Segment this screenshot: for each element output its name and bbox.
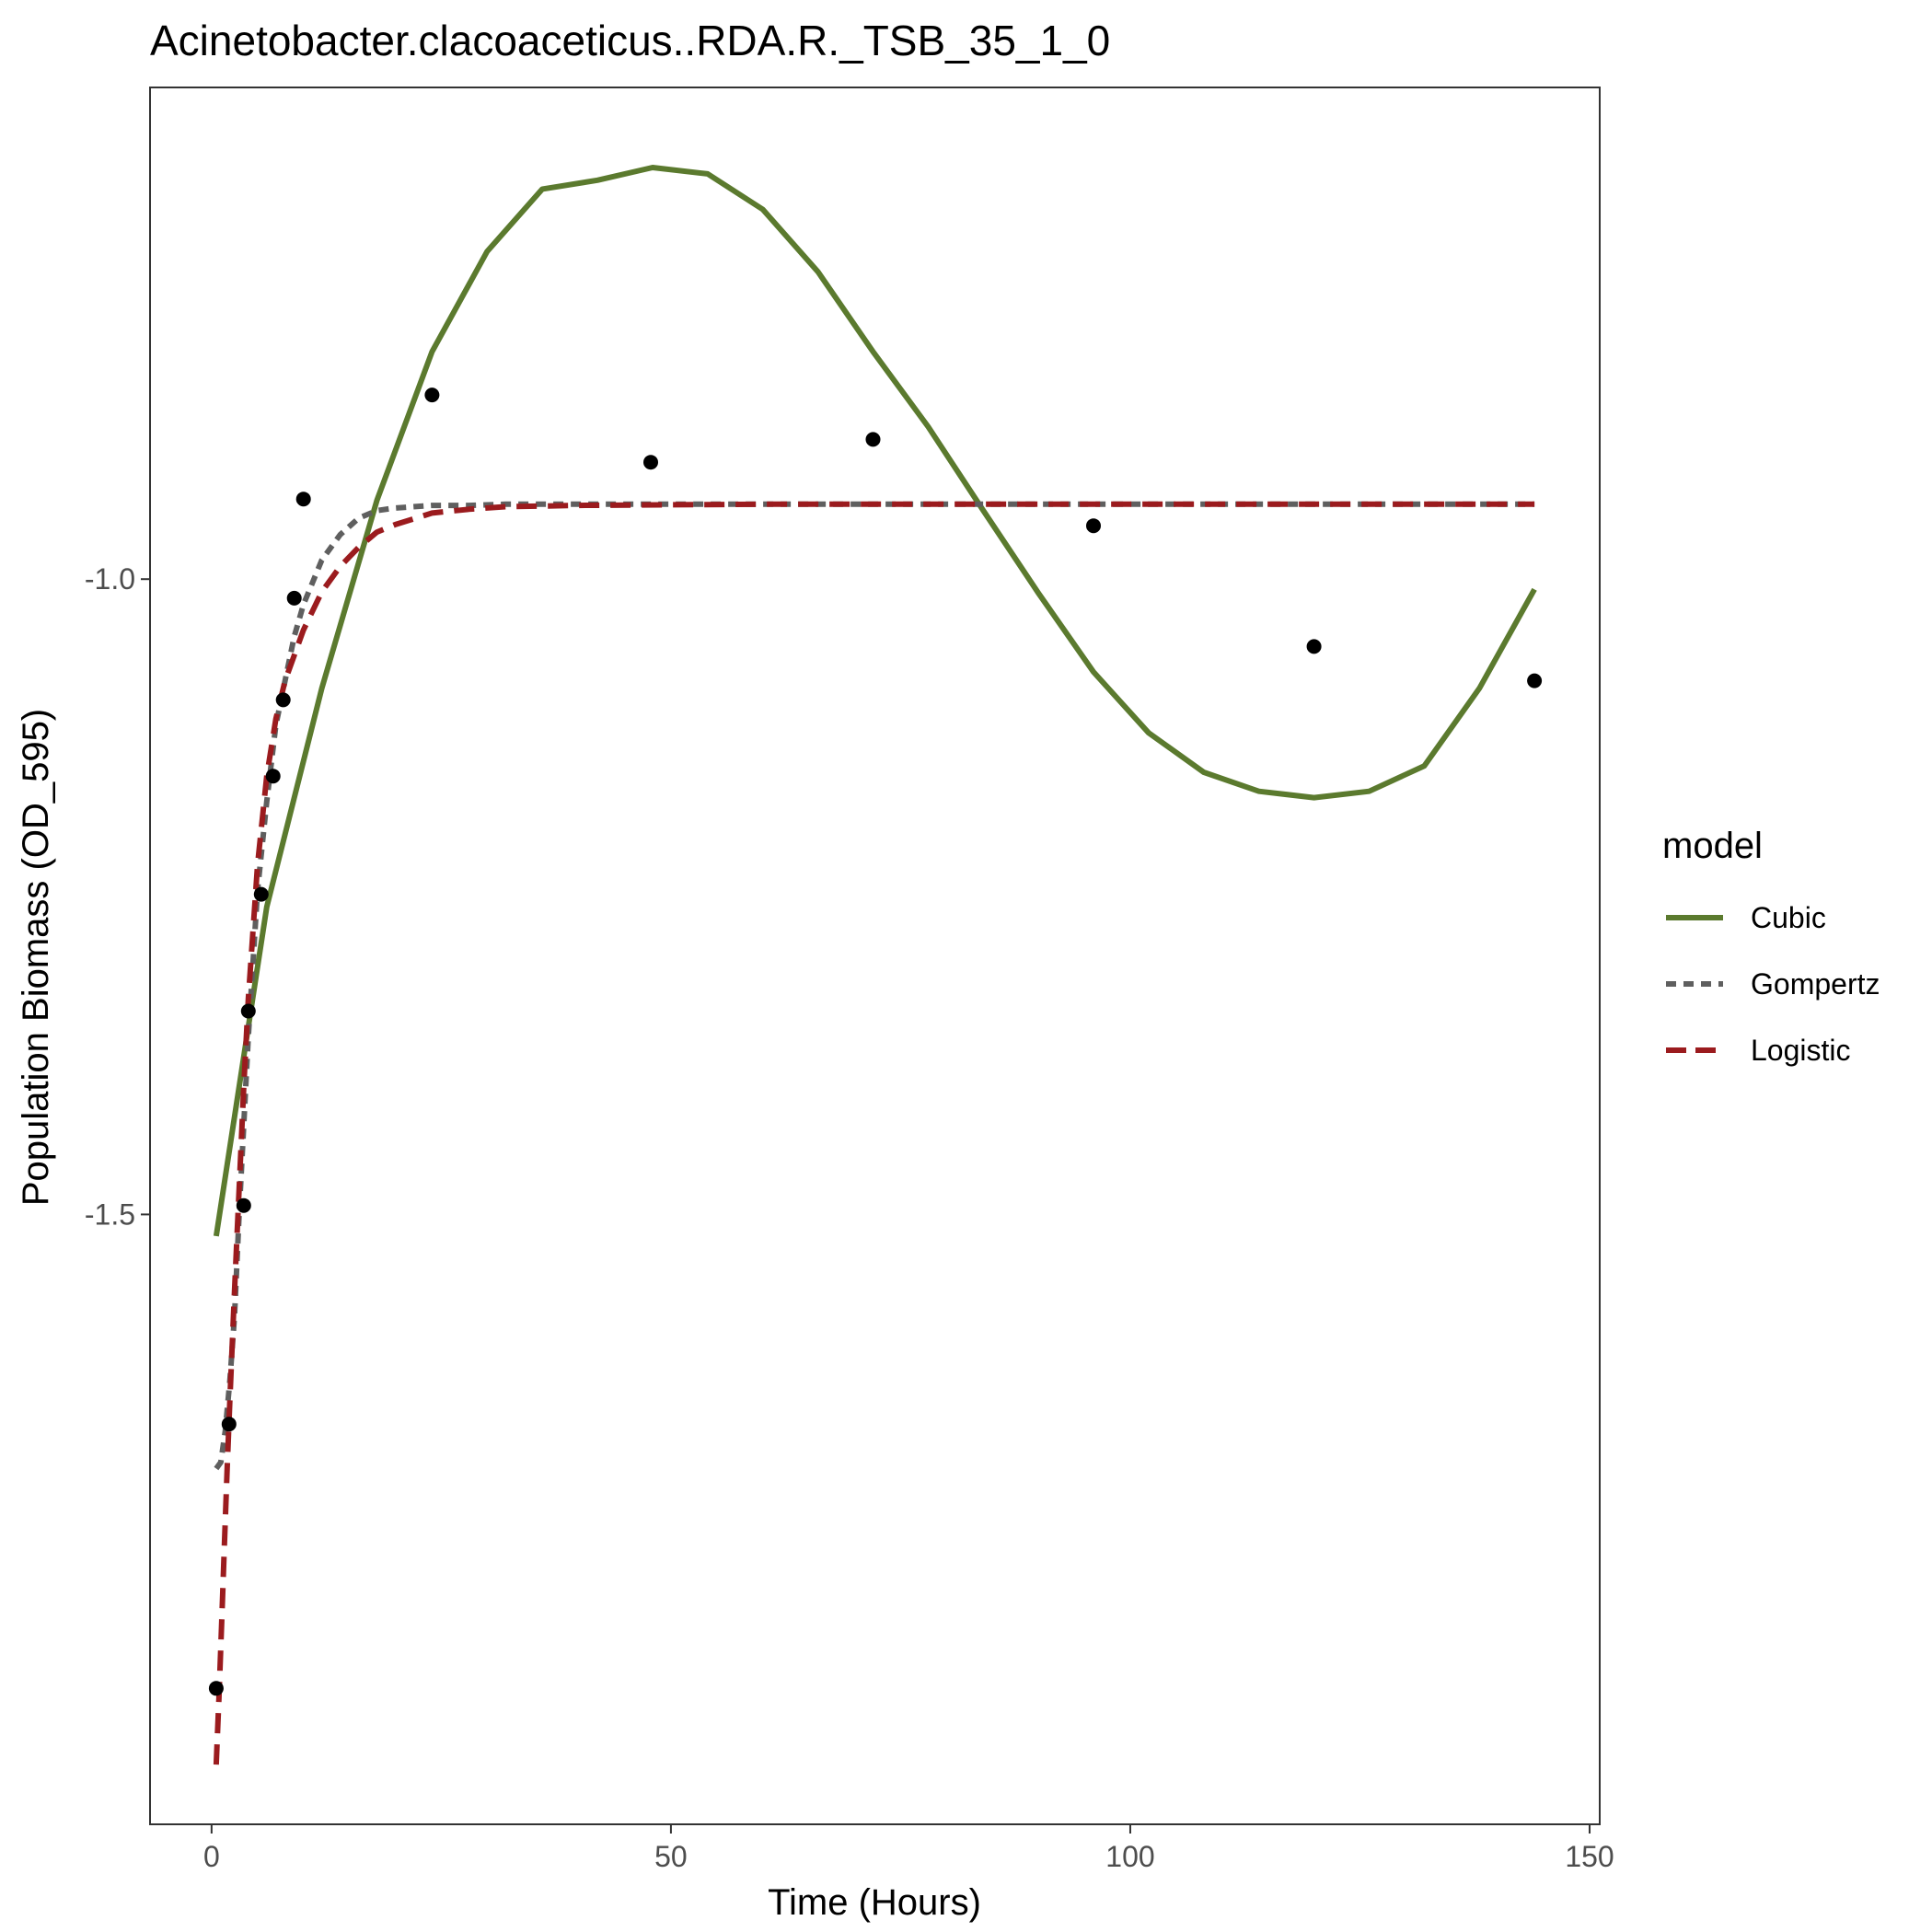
x-axis: 0 50 100 150 xyxy=(203,1824,1614,1873)
data-point xyxy=(295,492,311,507)
legend-label: Logistic xyxy=(1751,1034,1851,1067)
data-point xyxy=(236,1197,251,1213)
series-layer xyxy=(213,165,1537,1765)
series-line-logistic xyxy=(213,501,1535,1765)
legend-item-cubic: Cubic xyxy=(1666,901,1826,934)
legend-title: model xyxy=(1662,826,1763,866)
data-point xyxy=(253,886,269,902)
data-point xyxy=(286,590,302,606)
legend-label: Cubic xyxy=(1751,901,1826,934)
data-point xyxy=(424,388,440,403)
series-line-gompertz xyxy=(214,501,1535,1471)
chart-title: Acinetobacter.clacoaceticus..RDA.R._TSB_… xyxy=(150,17,1110,64)
x-tick-label: 50 xyxy=(654,1840,688,1873)
data-point xyxy=(240,1003,256,1019)
data-point xyxy=(1306,639,1322,654)
data-point xyxy=(865,432,881,447)
legend: model Cubic Gompertz Logistic xyxy=(1662,826,1880,1067)
plot-panel xyxy=(149,87,1601,1825)
y-axis: -1.5 -1.0 xyxy=(85,562,150,1231)
legend-item-gompertz: Gompertz xyxy=(1666,967,1880,1001)
data-point xyxy=(1086,518,1101,534)
y-tick-label: -1.5 xyxy=(85,1197,135,1231)
legend-items: Cubic Gompertz Logistic xyxy=(1666,901,1880,1067)
data-point xyxy=(1527,673,1543,688)
x-tick-label: 0 xyxy=(203,1840,220,1873)
legend-item-logistic: Logistic xyxy=(1666,1034,1851,1067)
data-point xyxy=(275,692,291,708)
data-point xyxy=(208,1681,224,1696)
y-tick-label: -1.0 xyxy=(85,562,135,596)
data-point xyxy=(265,769,281,784)
points-layer xyxy=(208,388,1543,1696)
x-axis-title: Time (Hours) xyxy=(768,1882,981,1923)
series-line-cubic xyxy=(213,165,1537,1237)
x-tick-label: 100 xyxy=(1105,1840,1154,1873)
y-axis-title: Population Biomass (OD_595) xyxy=(16,709,56,1206)
x-tick-label: 150 xyxy=(1565,1840,1614,1873)
legend-label: Gompertz xyxy=(1751,967,1880,1001)
data-point xyxy=(643,455,658,470)
data-point xyxy=(221,1417,237,1432)
